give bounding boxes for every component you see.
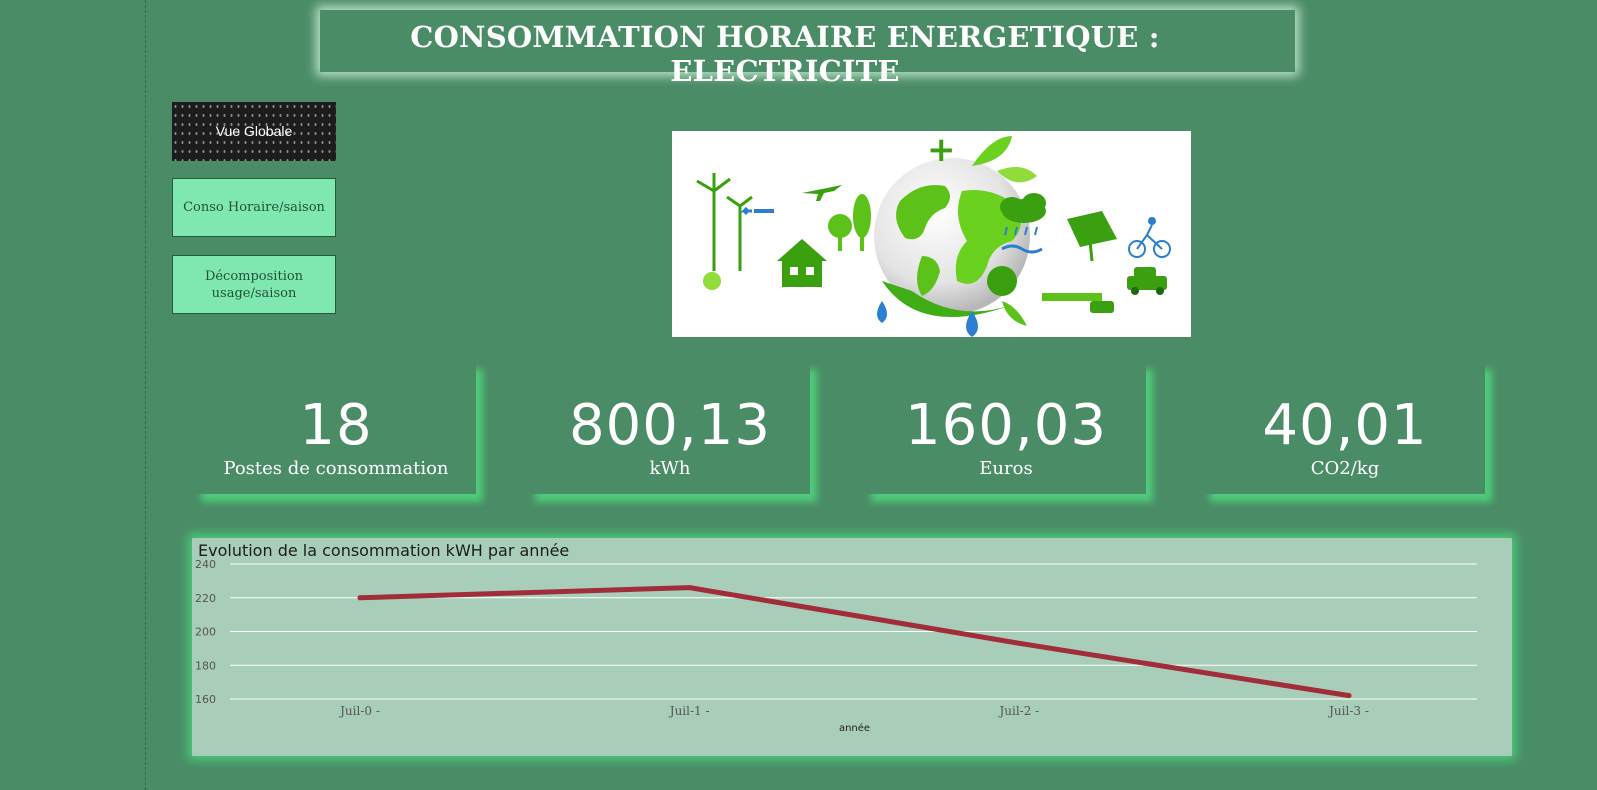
y-tick-label: 200 [195,626,216,639]
x-tick-label: Juil-2 - [997,704,1039,718]
x-axis-label: année [839,722,870,734]
kpi-label: Postes de consommation [223,458,449,479]
kpi-label: Euros [979,458,1033,479]
eco-illustration-graphic: + [696,131,1171,337]
kpi-value: 160,03 [905,393,1107,458]
page-divider [145,0,146,790]
x-tick-label: Juil-0 - [338,704,380,718]
data-point [357,595,363,601]
kpi-value: 18 [299,393,373,458]
trees-icon [828,194,871,251]
chart-plot-area: 160 180 200 220 240 Juil-0 - Juil-1 - Juil-2 - J… [195,558,1477,734]
kpi-value: 40,01 [1262,393,1428,458]
chart-title: Evolution de la consommation kWH par ann… [198,541,570,560]
y-tick-label: 160 [195,693,216,706]
kpi-card-kwh: 800,13 kWh [530,363,810,494]
kpi-card-postes: 18 Postes de consommation [196,363,476,494]
x-tick-label: Juil-3 - [1327,704,1369,718]
recycle-icon [987,266,1017,296]
consumption-line-chart: Evolution de la consommation kWH par ann… [192,538,1512,756]
data-point [1346,693,1352,699]
airplane-icon [802,185,842,201]
wind-turbine-icon [696,173,753,271]
car-icon [1127,267,1167,295]
house-icon [777,239,827,287]
vue-globale-button[interactable]: Vue Globale [172,102,336,161]
title-banner: CONSOMMATION HORAIRE ENERGETIQUE : ELECT… [320,10,1295,88]
kpi-card-co2: 40,01 CO2/kg [1205,363,1485,494]
solar-panel-icon [1067,211,1117,262]
eco-energy-illustration: + [672,131,1191,337]
cyclist-icon [1128,217,1171,258]
bulb-icon [703,272,721,290]
decomposition-usage-saison-button[interactable]: Décomposition usage/saison [172,255,336,314]
y-tick-label: 180 [195,659,216,672]
x-tick-label: Juil-1 - [668,704,710,718]
data-point [687,585,693,591]
y-tick-label: 220 [195,592,216,605]
data-point [1016,640,1022,646]
kpi-label: kWh [649,458,691,479]
cloud-rain-icon [1000,193,1046,254]
kpi-value: 800,13 [569,393,771,458]
y-tick-label: 240 [195,558,216,571]
page-title: CONSOMMATION HORAIRE ENERGETIQUE : ELECT… [410,20,1160,88]
conso-horaire-saison-button[interactable]: Conso Horaire/saison [172,178,336,237]
kpi-card-euros: 160,03 Euros [866,363,1146,494]
series-line [357,585,1352,699]
kpi-label: CO2/kg [1310,458,1380,479]
svg-text:+: + [927,131,956,170]
